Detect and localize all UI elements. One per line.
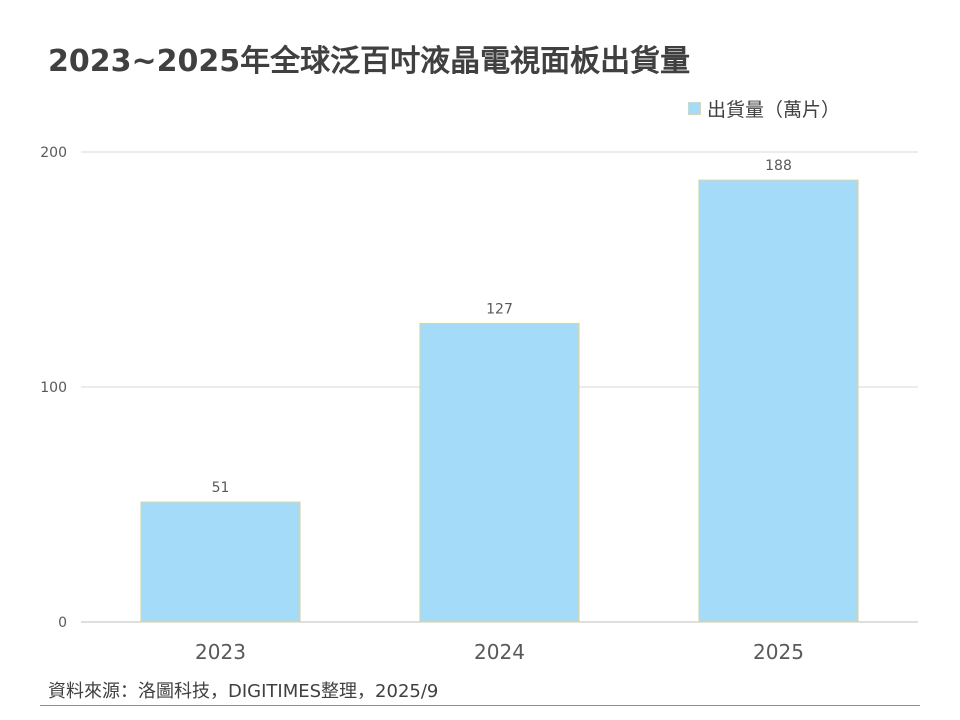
- x-tick-label: 2024: [474, 640, 525, 664]
- chart-legend: 出貨量（萬片）: [688, 95, 840, 122]
- bottom-divider: [40, 705, 920, 706]
- x-tick-label: 2023: [195, 640, 246, 664]
- data-label: 188: [765, 158, 792, 174]
- chart-title: 2023~2025年全球泛百吋液晶電視面板出貨量: [48, 44, 691, 79]
- bar: [698, 179, 859, 623]
- legend-swatch-icon: [688, 102, 701, 115]
- bar: [419, 322, 580, 623]
- bar: [140, 501, 301, 623]
- y-tick-label: 200: [40, 145, 67, 161]
- x-tick-label: 2025: [753, 640, 804, 664]
- data-label: 51: [212, 480, 230, 496]
- legend-label: 出貨量（萬片）: [707, 99, 841, 121]
- y-tick-label: 100: [40, 380, 67, 396]
- y-tick-label: 0: [58, 615, 67, 631]
- data-label: 127: [486, 302, 513, 318]
- source-note: 資料來源：洛圖科技，DIGITIMES整理，2025/9: [48, 681, 439, 702]
